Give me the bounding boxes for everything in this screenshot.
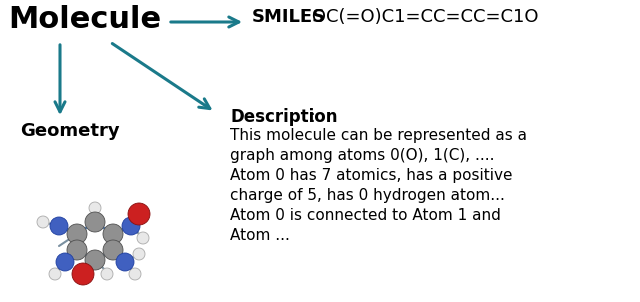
- Text: :: :: [310, 108, 316, 126]
- Circle shape: [122, 217, 140, 235]
- Text: Description: Description: [230, 108, 337, 126]
- Text: Atom 0 is connected to Atom 1 and: Atom 0 is connected to Atom 1 and: [230, 208, 501, 223]
- Circle shape: [67, 240, 87, 260]
- Text: This molecule can be represented as a: This molecule can be represented as a: [230, 128, 527, 143]
- Circle shape: [49, 268, 61, 280]
- Circle shape: [129, 268, 141, 280]
- Circle shape: [101, 268, 113, 280]
- Text: : OC(=O)C1=CC=CC=C1O: : OC(=O)C1=CC=CC=C1O: [300, 8, 538, 26]
- Text: Atom ...: Atom ...: [230, 228, 290, 243]
- Circle shape: [116, 253, 134, 271]
- Circle shape: [50, 217, 68, 235]
- Circle shape: [103, 224, 123, 244]
- Circle shape: [85, 212, 105, 232]
- Circle shape: [133, 248, 145, 260]
- Text: Geometry: Geometry: [20, 122, 120, 140]
- Circle shape: [137, 232, 149, 244]
- Circle shape: [72, 263, 94, 285]
- Text: Atom 0 has 7 atomics, has a positive: Atom 0 has 7 atomics, has a positive: [230, 168, 513, 183]
- Circle shape: [37, 216, 49, 228]
- Text: SMILES: SMILES: [252, 8, 326, 26]
- Text: charge of 5, has 0 hydrogen atom...: charge of 5, has 0 hydrogen atom...: [230, 188, 505, 203]
- Circle shape: [85, 250, 105, 270]
- Circle shape: [67, 224, 87, 244]
- Circle shape: [128, 203, 150, 225]
- Circle shape: [89, 202, 101, 214]
- Text: Molecule: Molecule: [8, 5, 161, 34]
- Circle shape: [56, 253, 74, 271]
- Circle shape: [103, 240, 123, 260]
- Text: graph among atoms 0(O), 1(C), ....: graph among atoms 0(O), 1(C), ....: [230, 148, 495, 163]
